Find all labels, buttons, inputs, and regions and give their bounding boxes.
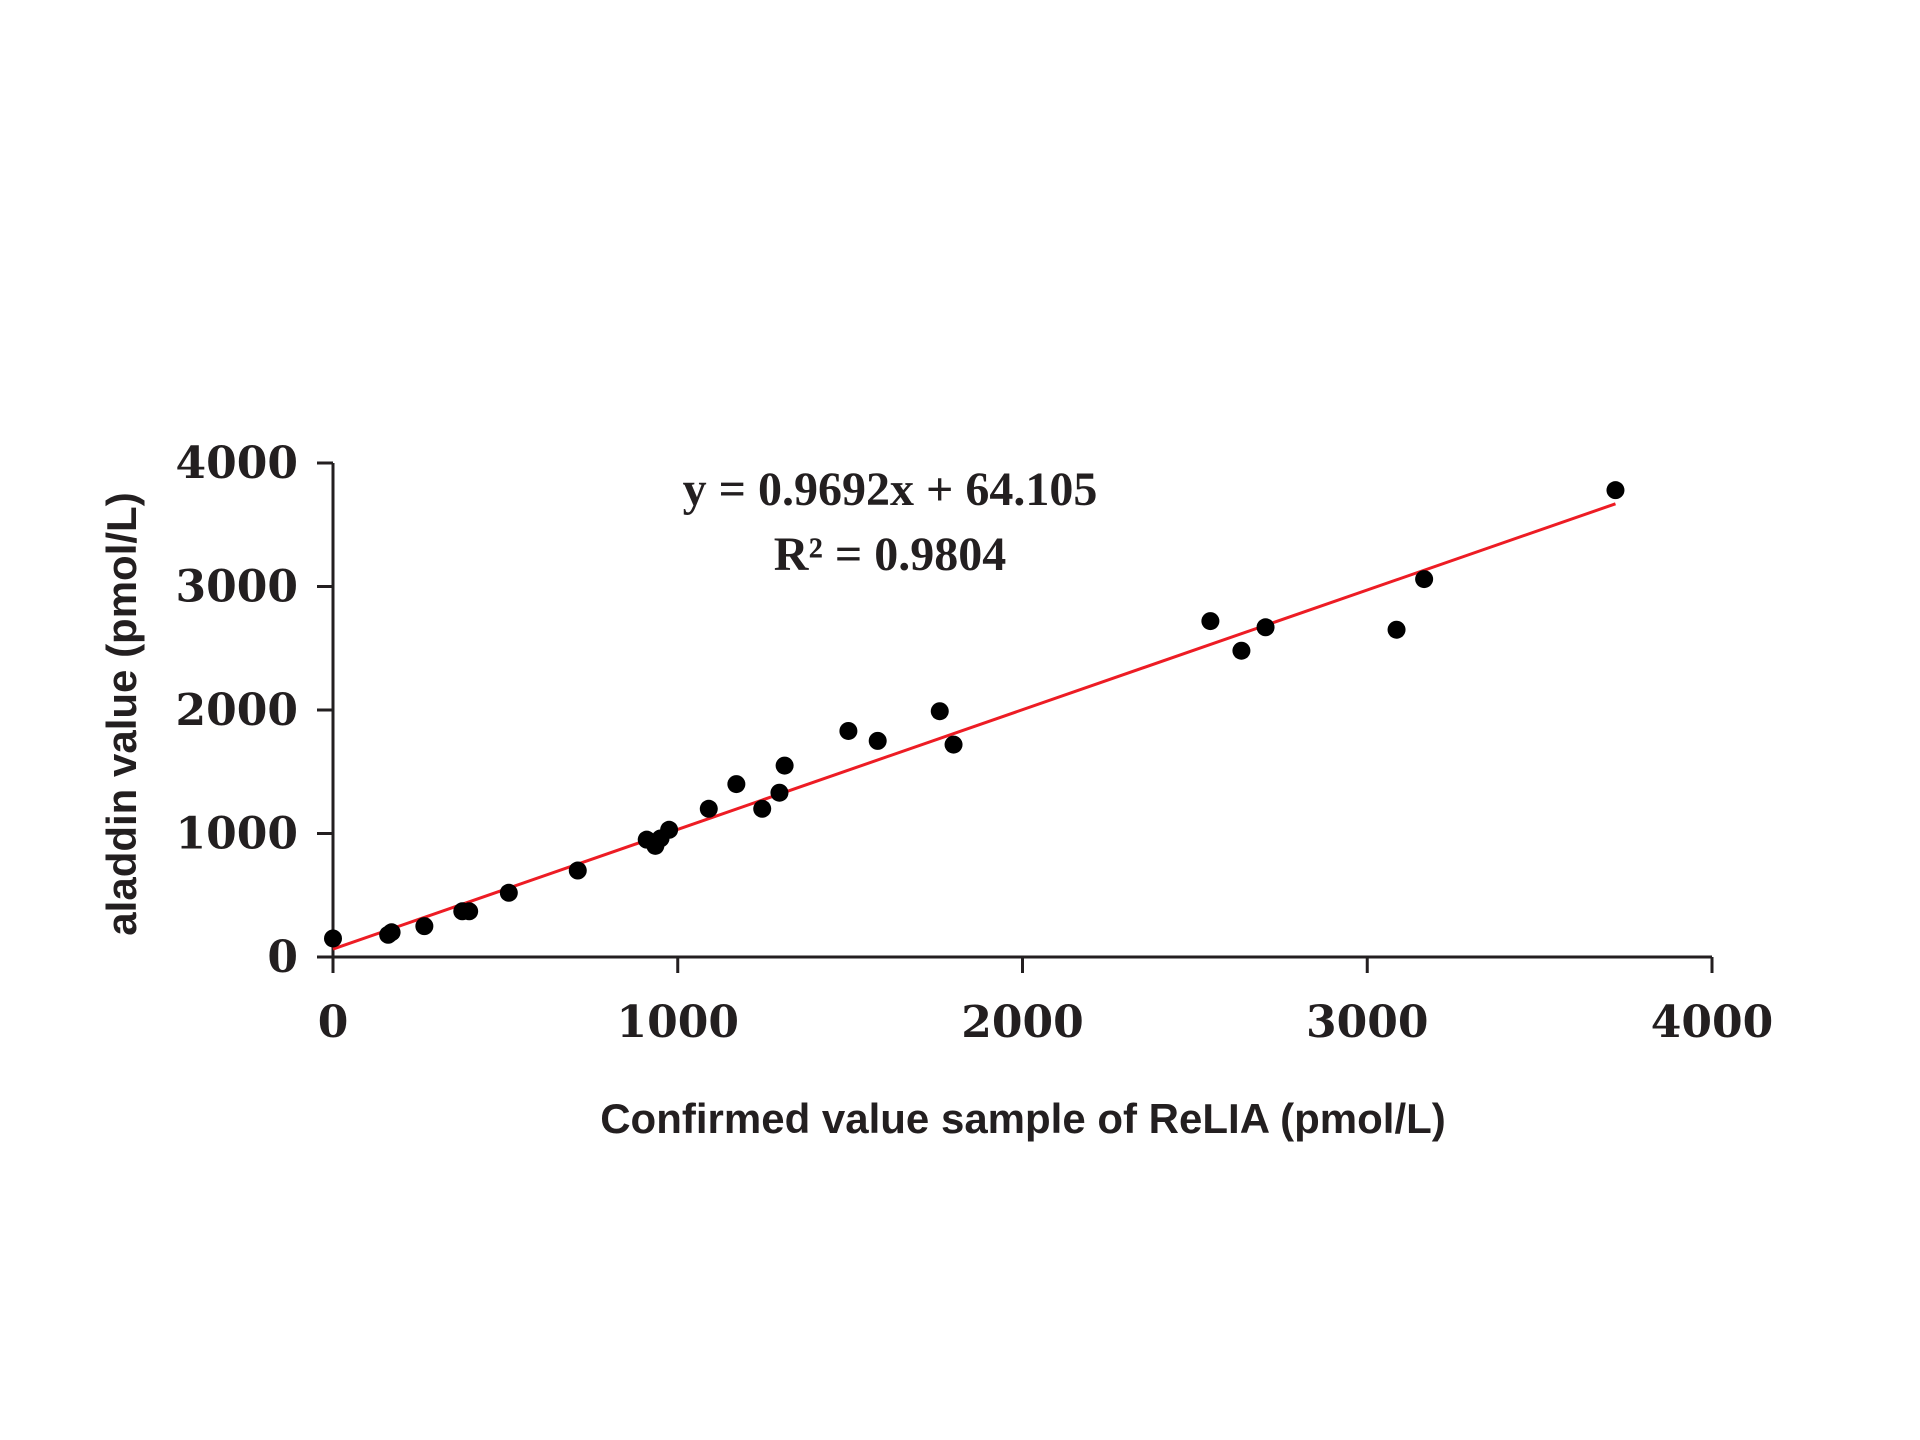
data-point	[1232, 641, 1251, 660]
data-point	[944, 735, 963, 754]
x-tick-label: 2000	[961, 997, 1083, 1048]
data-point	[660, 820, 679, 839]
x-tick-label: 4000	[1651, 997, 1773, 1048]
data-point	[1387, 620, 1406, 639]
data-point	[839, 721, 858, 740]
data-point	[382, 923, 401, 942]
y-tick-label: 4000	[176, 438, 298, 489]
y-axis-title: aladdin value (pmol/L)	[98, 492, 145, 935]
x-tick-label: 1000	[617, 997, 739, 1048]
x-tick-label: 0	[318, 997, 349, 1048]
data-point	[499, 883, 518, 902]
data-point	[775, 756, 794, 775]
data-point	[1415, 570, 1434, 589]
data-point	[1201, 612, 1220, 631]
y-tick-label: 1000	[176, 809, 298, 860]
x-axis-title: Confirmed value sample of ReLIA (pmol/L)	[600, 1095, 1446, 1142]
data-point	[930, 702, 949, 721]
data-point	[568, 861, 587, 880]
data-point	[868, 731, 887, 750]
r-squared-label: R² = 0.9804	[774, 528, 1006, 581]
trendline	[332, 502, 1616, 951]
y-tick-label: 0	[267, 932, 298, 983]
data-point	[324, 929, 342, 948]
y-tick-label: 2000	[176, 685, 298, 736]
y-tick-label: 3000	[176, 562, 298, 613]
data-point	[699, 799, 718, 818]
data-point	[770, 783, 789, 802]
data-point	[1256, 618, 1275, 637]
data-point	[1606, 481, 1625, 500]
data-points	[324, 481, 1625, 948]
trendline-equation: y = 0.9692x + 64.105	[683, 463, 1098, 516]
ticks: 0 1000 2000 3000 4000 0 1000 2000 3000 4000	[176, 438, 1774, 1048]
data-point	[460, 902, 479, 921]
data-point	[753, 799, 772, 818]
data-point	[415, 917, 434, 936]
data-point	[727, 775, 746, 794]
trendline-group	[332, 502, 1616, 951]
x-tick-label: 3000	[1306, 997, 1428, 1048]
